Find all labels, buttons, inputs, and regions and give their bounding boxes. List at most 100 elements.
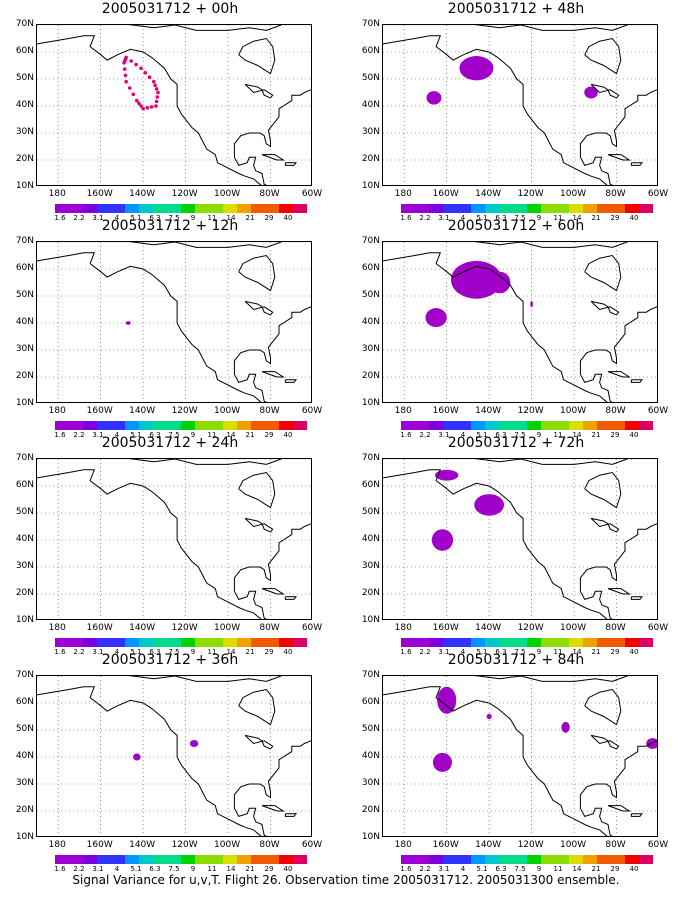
lat-tick-label: 50N [15, 73, 34, 83]
colorbar-swatch [251, 855, 265, 864]
lat-tick-label: 70N [15, 453, 34, 463]
colorbar-swatch [485, 638, 499, 647]
lat-tick-label: 60N [361, 697, 380, 707]
lat-tick-label: 60N [15, 46, 34, 56]
colorbar-label: 40 [283, 214, 293, 222]
lat-tick-label: 50N [361, 73, 380, 83]
coastline [128, 459, 282, 465]
colorbar-swatch [415, 638, 429, 647]
colorbar-label: 1.6 [400, 214, 412, 222]
colorbar-swatch [111, 204, 125, 213]
colorbar-swatch [125, 638, 139, 647]
lat-tick-label: 40N [15, 317, 34, 327]
lat-tick-label: 20N [361, 805, 380, 815]
colorbar-label: 6.3 [495, 214, 507, 222]
colorbar-label: 5.1 [476, 865, 488, 873]
lon-tick-label: 80W [259, 189, 280, 199]
colorbar-label: 14 [226, 865, 236, 873]
signal-region [486, 713, 492, 720]
colorbar-swatch [471, 638, 485, 647]
lat-tick-label: 30N [15, 561, 34, 571]
coastline [37, 35, 311, 185]
lat-tick-label: 10N [15, 615, 34, 625]
observation-dot [123, 73, 128, 78]
colorbar-swatch [527, 638, 541, 647]
lat-tick-label: 70N [15, 236, 34, 246]
colorbar-swatch [153, 421, 167, 430]
lon-tick-label: 120W [171, 840, 198, 850]
observation-dot [137, 101, 141, 106]
colorbar [55, 855, 307, 864]
colorbar-label: 9 [190, 865, 196, 873]
colorbar-label: 4 [460, 431, 466, 439]
colorbar-label: 5.1 [476, 214, 488, 222]
coastline [244, 300, 274, 316]
colorbar-label: 3.1 [438, 865, 450, 873]
lat-tick-label: 20N [15, 588, 34, 598]
signal-region [435, 469, 459, 481]
map-area [382, 675, 658, 837]
coastline [474, 25, 628, 31]
colorbar-label: 2.2 [419, 214, 431, 222]
colorbar-label: 7.5 [514, 214, 526, 222]
colorbar-swatch [153, 855, 167, 864]
lat-tick-label: 30N [361, 344, 380, 354]
map-canvas [383, 459, 657, 619]
colorbar-swatch [83, 421, 97, 430]
lat-tick-label: 20N [15, 154, 34, 164]
lat-tick-label: 60N [361, 480, 380, 490]
colorbar-label: 9 [536, 214, 542, 222]
colorbar-swatch [251, 638, 265, 647]
signal-region [450, 260, 502, 299]
lon-tick-label: 140W [129, 406, 156, 416]
lon-tick-label: 140W [129, 189, 156, 199]
coastline [474, 676, 628, 682]
colorbar-label: 7.5 [168, 648, 180, 656]
colorbar-swatch [499, 421, 513, 430]
colorbar-swatch [209, 204, 223, 213]
colorbar-swatch [415, 204, 429, 213]
colorbar-label: 9 [536, 865, 542, 873]
colorbar-swatch [251, 421, 265, 430]
lat-tick-label: 10N [15, 181, 34, 191]
coastline [474, 459, 628, 465]
lon-tick-label: 140W [475, 189, 502, 199]
colorbar-swatch [209, 638, 223, 647]
colorbar-swatch [611, 204, 625, 213]
lon-tick-label: 180 [394, 406, 412, 416]
colorbar-swatch [111, 421, 125, 430]
lon-tick-label: 180 [394, 189, 412, 199]
observation-dot [134, 62, 138, 67]
lon-tick-label: 180 [48, 189, 66, 199]
map-panel: 2005031712 + 24h 70N 60N 50N 40N 30N 20N 10N 180… [0, 434, 340, 656]
colorbar-swatch [639, 638, 653, 647]
colorbar-swatch [457, 421, 471, 430]
coastline [630, 379, 644, 383]
coastline [238, 254, 276, 292]
colorbar-swatch [401, 421, 415, 430]
signal-region [437, 686, 457, 714]
signal-region [431, 529, 454, 551]
observation-dot [143, 70, 148, 75]
colorbar-swatch [485, 204, 499, 213]
colorbar-swatch [555, 855, 569, 864]
lon-tick-label: 180 [48, 406, 66, 416]
lat-tick-label: 50N [361, 724, 380, 734]
observation-dot [131, 92, 136, 97]
observation-dot [129, 59, 133, 63]
signal-region [584, 86, 598, 99]
colorbar-swatch [415, 421, 429, 430]
lat-tick-label: 10N [361, 181, 380, 191]
colorbar-label: 11 [553, 214, 563, 222]
colorbar-swatch [223, 204, 237, 213]
colorbar-swatch [111, 855, 125, 864]
coastline [244, 734, 274, 750]
map-canvas [383, 676, 657, 836]
lat-tick-label: 60N [15, 480, 34, 490]
colorbar-swatch [181, 638, 195, 647]
colorbar-swatch [195, 421, 209, 430]
lat-tick-label: 40N [15, 751, 34, 761]
colorbar-swatch [443, 855, 457, 864]
lon-tick-label: 160W [432, 189, 459, 199]
colorbar-label: 4 [114, 648, 120, 656]
